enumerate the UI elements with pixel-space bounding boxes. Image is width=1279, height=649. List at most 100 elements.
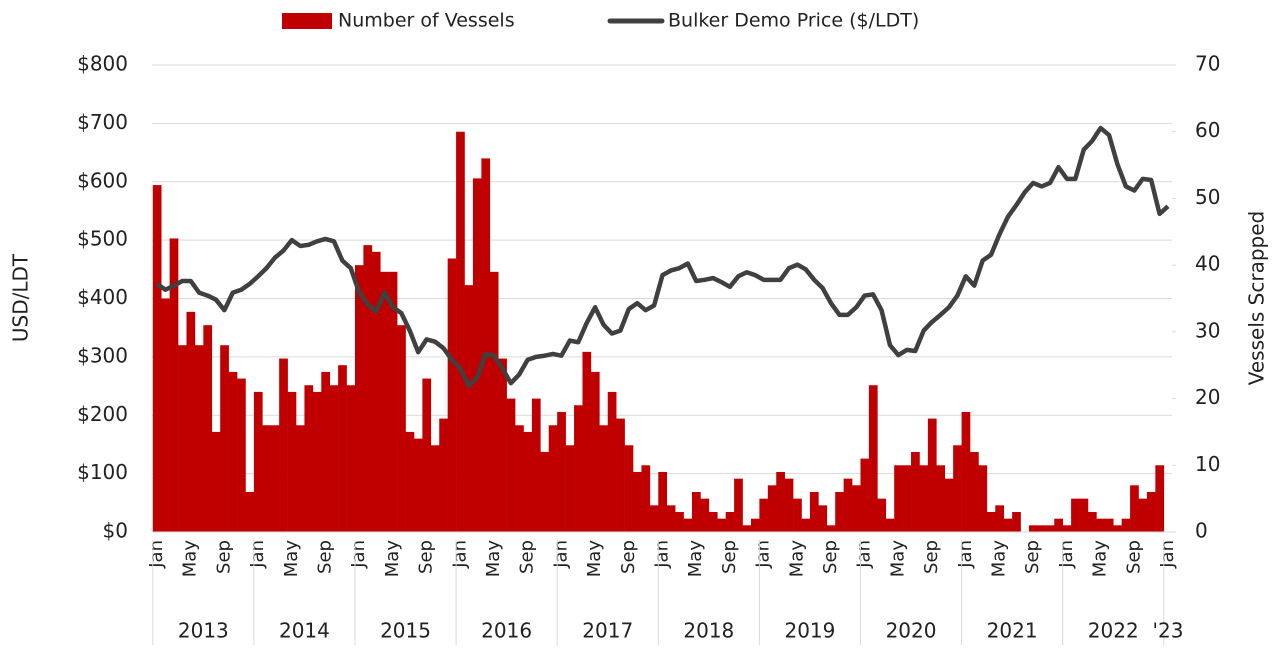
bar — [894, 465, 903, 532]
bar — [793, 498, 802, 532]
y-tick-label: $300 — [77, 343, 128, 367]
y-tick-label: $200 — [77, 402, 128, 426]
bar — [852, 485, 861, 532]
bar — [1045, 525, 1055, 532]
bar — [616, 418, 625, 532]
x-tick-label: Jan — [146, 540, 167, 569]
bar — [826, 525, 836, 532]
x-tick-label: Jan — [753, 540, 774, 569]
bar — [186, 311, 196, 532]
bar — [1003, 518, 1013, 532]
bar — [464, 285, 474, 532]
x-tick-label: May — [887, 540, 908, 578]
bar — [1130, 485, 1139, 532]
bar — [447, 258, 457, 532]
bar — [776, 471, 785, 532]
bar — [624, 445, 634, 532]
x-tick-label: May — [382, 540, 403, 578]
bar — [489, 271, 499, 532]
bar — [944, 478, 954, 532]
bar — [304, 385, 314, 532]
bar — [675, 511, 684, 532]
bar — [742, 525, 752, 532]
bar — [413, 438, 423, 532]
bar — [1146, 491, 1156, 532]
bar — [1087, 511, 1097, 532]
y2-tick-label: 20 — [1195, 385, 1220, 409]
bar — [734, 478, 743, 532]
bar — [784, 478, 794, 532]
bar — [986, 511, 996, 532]
bar — [540, 451, 550, 532]
x-tick-label: Jan — [1056, 540, 1077, 569]
year-label: 2014 — [279, 619, 330, 643]
x-tick-label: Sep — [921, 540, 942, 574]
bar — [380, 271, 389, 532]
bar — [590, 371, 600, 532]
bar — [1155, 465, 1165, 532]
bar — [911, 451, 920, 532]
x-tick-label: Sep — [1123, 540, 1144, 574]
x-tick-label: Sep — [517, 540, 538, 574]
bar — [296, 425, 305, 532]
year-label: 2019 — [784, 619, 835, 643]
x-tick-label: Jan — [854, 540, 875, 569]
y-tick-label: $0 — [103, 519, 128, 543]
bar — [809, 491, 819, 532]
x-tick-label: May — [180, 540, 201, 578]
bar — [354, 265, 364, 532]
bar — [253, 391, 263, 532]
bar — [750, 518, 760, 532]
bar — [1054, 518, 1063, 532]
x-tick-label: Jan — [955, 540, 976, 569]
bar — [338, 365, 347, 532]
bar — [152, 185, 162, 533]
y2-tick-label: 60 — [1195, 118, 1220, 142]
bar — [220, 345, 229, 532]
legend-swatch — [282, 13, 332, 29]
bar — [700, 498, 710, 532]
x-tick-label: Sep — [618, 540, 639, 574]
year-label: 2018 — [683, 619, 734, 643]
bar — [245, 491, 255, 532]
x-tick-label: May — [281, 540, 302, 578]
bar — [456, 131, 465, 532]
bar — [211, 431, 221, 532]
bar — [312, 391, 322, 532]
bar — [262, 425, 272, 532]
x-tick-label: Jan — [550, 540, 571, 569]
bar — [557, 411, 566, 532]
y2-tick-label: 0 — [1195, 519, 1208, 543]
bar — [877, 498, 887, 532]
bar — [725, 511, 735, 532]
bar — [228, 371, 238, 532]
year-label: 2013 — [178, 619, 229, 643]
bar — [405, 431, 415, 532]
x-tick-label: Jan — [449, 540, 470, 569]
bar — [430, 445, 440, 532]
bar — [498, 358, 507, 532]
bar — [279, 358, 288, 532]
year-label: 2017 — [582, 619, 633, 643]
y-tick-label: $700 — [77, 110, 128, 134]
legend-label: Number of Vessels — [338, 10, 515, 32]
bar — [868, 385, 878, 532]
x-tick-label: May — [786, 540, 807, 578]
bar — [818, 505, 828, 532]
bar — [363, 245, 373, 532]
x-tick-label: Jan — [247, 540, 268, 569]
y-tick-label: $600 — [77, 168, 128, 192]
bar — [321, 371, 331, 532]
bar — [953, 445, 962, 532]
bar — [961, 411, 971, 532]
bar — [1121, 518, 1131, 532]
bar — [708, 511, 718, 532]
bar — [515, 425, 524, 532]
bar — [936, 465, 946, 532]
x-tick-label: May — [483, 540, 504, 578]
bar — [1012, 511, 1021, 532]
x-tick-label: May — [1090, 540, 1111, 578]
y-tick-label: $400 — [77, 285, 128, 309]
legend-label: Bulker Demo Price ($/LDT) — [668, 10, 919, 32]
